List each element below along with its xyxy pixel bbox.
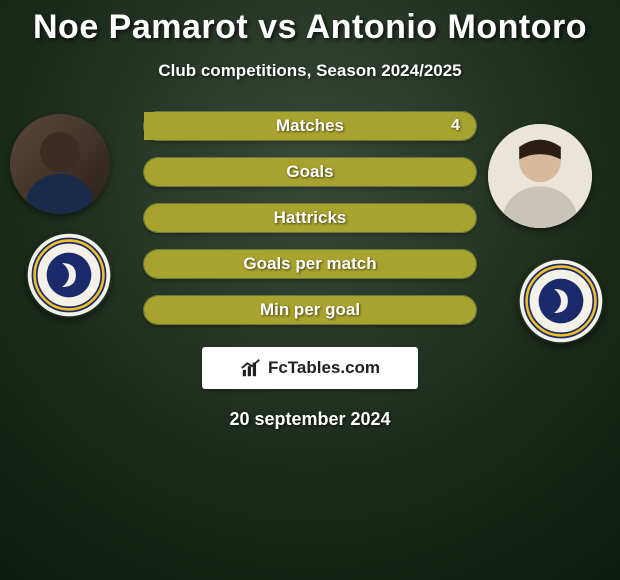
stat-label: Matches bbox=[276, 116, 344, 136]
stat-label: Hattricks bbox=[274, 208, 347, 228]
date-text: 20 september 2024 bbox=[0, 409, 620, 430]
stat-bar: Matches 4 bbox=[143, 111, 477, 141]
stat-value-right: 4 bbox=[451, 117, 460, 135]
comparison-card: Noe Pamarot vs Antonio Montoro Club comp… bbox=[0, 0, 620, 580]
player-right-avatar bbox=[488, 124, 592, 228]
brand-text: FcTables.com bbox=[268, 358, 380, 378]
stat-label: Goals bbox=[286, 162, 333, 182]
club-left-badge bbox=[26, 232, 112, 318]
stat-bar: Goals per match bbox=[143, 249, 477, 279]
stat-label: Goals per match bbox=[243, 254, 376, 274]
brand-badge: FcTables.com bbox=[202, 347, 418, 389]
stat-bar: Hattricks bbox=[143, 203, 477, 233]
page-title: Noe Pamarot vs Antonio Montoro bbox=[0, 0, 620, 47]
avatar-placeholder-icon bbox=[10, 114, 110, 214]
club-crest-icon bbox=[26, 232, 112, 318]
stat-label: Min per goal bbox=[260, 300, 360, 320]
player-left-avatar bbox=[10, 114, 110, 214]
avatar-placeholder-icon bbox=[488, 124, 592, 228]
bar-chart-icon bbox=[240, 357, 262, 379]
stat-bar: Goals bbox=[143, 157, 477, 187]
subtitle: Club competitions, Season 2024/2025 bbox=[0, 61, 620, 81]
stat-bar: Min per goal bbox=[143, 295, 477, 325]
club-right-badge bbox=[518, 258, 604, 344]
club-crest-icon bbox=[518, 258, 604, 344]
